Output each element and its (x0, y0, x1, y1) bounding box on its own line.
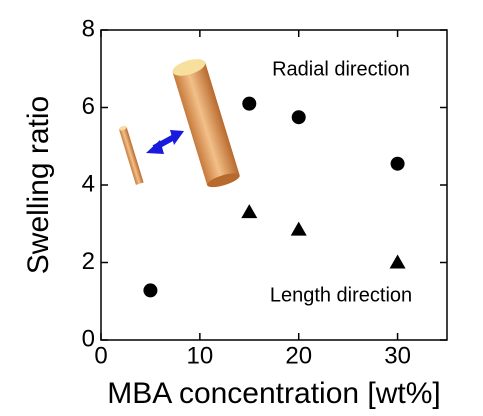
circle-marker (291, 110, 306, 125)
x-tick-label: 0 (94, 342, 107, 369)
triangle-marker (290, 221, 307, 236)
x-tick-label: 20 (285, 342, 312, 369)
x-axis-title: MBA concentration [wt%] (107, 377, 441, 410)
circle-marker (390, 156, 405, 171)
y-tick-label: 6 (82, 93, 95, 120)
y-tick-label: 2 (82, 248, 95, 275)
illustration (118, 59, 240, 188)
series-annotation: Radial direction (272, 58, 410, 80)
annotation-bg (246, 283, 436, 309)
y-tick-label: 4 (82, 170, 95, 197)
series-annotation: Length direction (270, 284, 412, 306)
y-tick-label: 0 (82, 325, 95, 352)
circle-marker (143, 283, 158, 298)
circle-marker (242, 96, 257, 111)
y-tick-label: 8 (82, 15, 95, 42)
x-tick-label: 30 (384, 342, 411, 369)
triangle-marker (241, 204, 258, 219)
triangle-marker (389, 254, 406, 269)
y-axis-title: Swelling ratio (22, 96, 55, 274)
x-tick-label: 10 (187, 342, 214, 369)
annotation-bg (246, 57, 436, 83)
